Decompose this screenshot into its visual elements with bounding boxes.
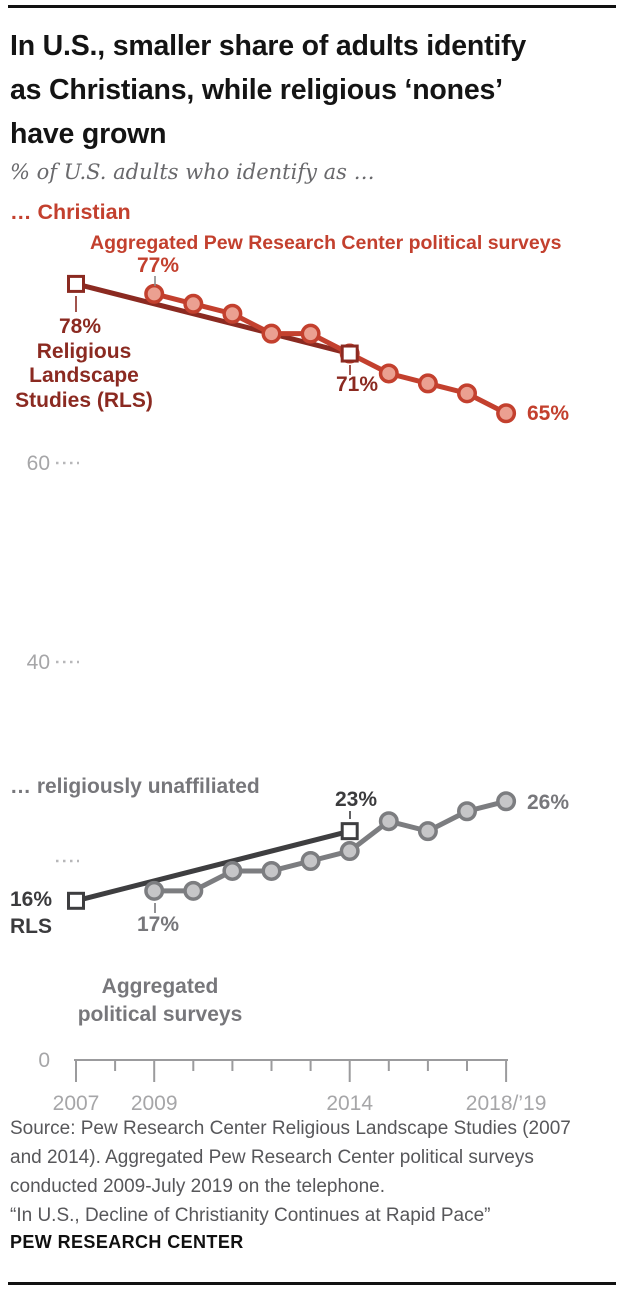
point-unaffiliated-agg-2010 <box>183 880 204 901</box>
chart-label: political surveys <box>78 1003 243 1026</box>
chart-label: 77% <box>137 254 179 277</box>
point-unaffiliated-agg-2014 <box>339 841 360 862</box>
chart-label: 65% <box>527 402 569 425</box>
point-christian-agg-2013 <box>300 323 321 344</box>
chart-label: 26% <box>527 791 569 814</box>
point-christian-agg-2010 <box>183 293 204 314</box>
y-tick-label: 40 <box>27 651 50 674</box>
chart-label: RLS <box>10 915 52 938</box>
point-unaffiliated-agg-2016 <box>417 821 438 842</box>
point-christian-agg-2018 <box>496 403 517 424</box>
chart-label: Studies (RLS) <box>15 389 153 412</box>
point-unaffiliated-agg-2018 <box>496 791 517 812</box>
point-unaffiliated-rls-2007 <box>67 891 85 910</box>
point-unaffiliated-agg-2011 <box>222 860 243 881</box>
point-unaffiliated-agg-2009 <box>144 880 165 901</box>
point-christian-agg-2012 <box>261 323 282 344</box>
page-title: In U.S., smaller share of adults identif… <box>10 30 527 150</box>
y-tick-label: 60 <box>27 452 50 475</box>
x-tick-label: 2014 <box>326 1092 373 1115</box>
x-tick-label: 2018/’19 <box>466 1092 547 1115</box>
y-tick-label: 0 <box>38 1049 50 1072</box>
chart-label: Landscape <box>29 364 139 387</box>
point-unaffiliated-rls-2014 <box>340 822 359 841</box>
chart-label: … Christian <box>10 200 131 224</box>
point-unaffiliated-agg-2013 <box>300 851 321 871</box>
point-christian-agg-2009 <box>144 283 165 304</box>
brand-label: PEW RESEARCH CENTER <box>10 1232 244 1252</box>
chart-label: Aggregated Pew Research Center political… <box>90 232 562 254</box>
series-line-unaffiliated-agg <box>154 798 507 894</box>
point-christian-rls-2007 <box>67 274 85 293</box>
point-unaffiliated-agg-2017 <box>457 801 477 822</box>
chart-label: 23% <box>335 788 377 811</box>
chart-label: 16% <box>10 888 52 911</box>
series-line-christian-rls <box>75 281 351 356</box>
point-christian-agg-2017 <box>457 383 477 404</box>
point-unaffiliated-agg-2012 <box>261 860 282 881</box>
chart-label: … religiously unaffiliated <box>10 775 260 798</box>
chart-label: Aggregated <box>102 975 219 998</box>
x-tick-label: 2009 <box>131 1092 178 1115</box>
chart-label: Religious <box>37 340 132 363</box>
chart-label: 17% <box>137 913 179 936</box>
chart-subtitle: % of U.S. adults who identify as … <box>10 160 375 184</box>
point-unaffiliated-agg-2015 <box>378 811 399 832</box>
series-line-unaffiliated-rls <box>75 828 351 904</box>
point-christian-agg-2016 <box>417 373 438 394</box>
point-christian-rls-2014 <box>340 344 359 363</box>
point-christian-agg-2011 <box>222 303 243 324</box>
point-christian-agg-2015 <box>378 363 399 384</box>
top-rule <box>8 5 616 8</box>
source-note: Source: Pew Research Center Religious La… <box>10 1118 571 1226</box>
x-tick-label: 2007 <box>53 1092 100 1115</box>
chart-label: 71% <box>336 373 378 396</box>
chart-label: 78% <box>59 315 101 338</box>
bottom-rule <box>8 1282 616 1285</box>
series-line-christian-agg <box>153 291 508 416</box>
